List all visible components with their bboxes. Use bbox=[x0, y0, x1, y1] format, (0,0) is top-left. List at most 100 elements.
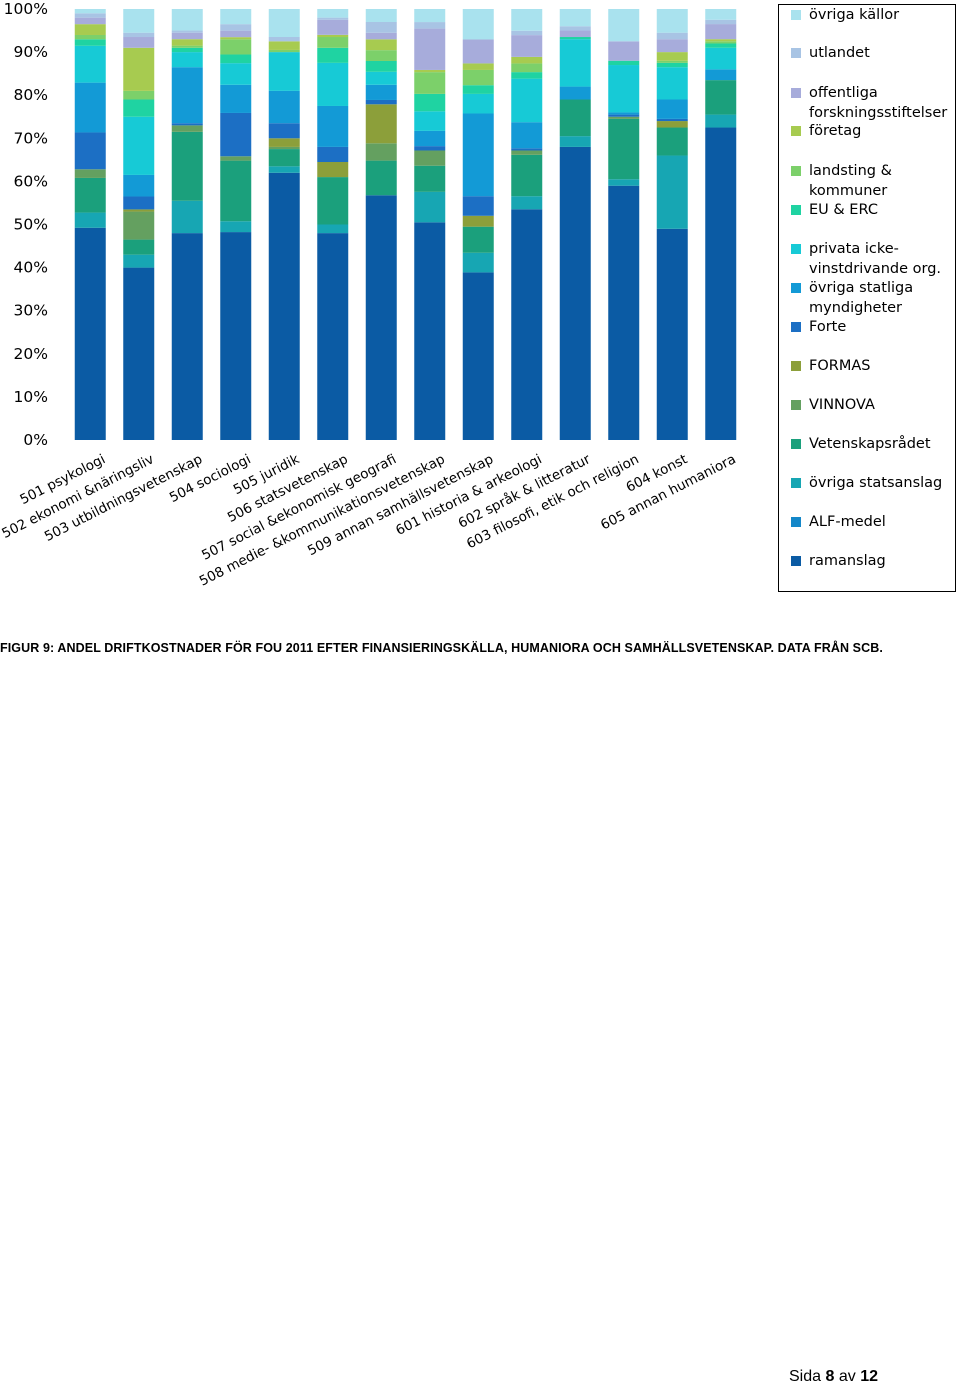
bar-segment bbox=[220, 160, 252, 222]
bar-segment bbox=[171, 9, 203, 31]
bar-segment bbox=[656, 52, 688, 61]
bar-segment bbox=[656, 228, 688, 440]
bar-segment bbox=[705, 80, 737, 115]
bar-segment bbox=[123, 174, 155, 197]
footer-prefix: Sida bbox=[789, 1368, 822, 1385]
bar-stack bbox=[705, 9, 737, 441]
y-tick-label: 10% bbox=[14, 388, 48, 406]
bar-segment bbox=[123, 239, 155, 255]
bar-stack bbox=[656, 9, 688, 440]
bar-segment bbox=[511, 63, 543, 73]
bar-segment bbox=[511, 209, 543, 440]
bar-segment bbox=[220, 156, 252, 161]
bar-segment bbox=[608, 60, 640, 66]
bar-segment bbox=[462, 69, 494, 86]
bar-segment bbox=[414, 111, 446, 131]
bar-segment bbox=[74, 34, 106, 40]
bar-segment bbox=[171, 52, 203, 68]
bar-segment bbox=[705, 127, 737, 441]
bar-segment bbox=[317, 162, 349, 178]
bar-segment bbox=[414, 28, 446, 70]
bar-segment bbox=[365, 60, 397, 72]
bar-segment bbox=[414, 146, 446, 151]
bar-segment bbox=[365, 143, 397, 161]
bar-segment bbox=[74, 13, 106, 18]
bar-segment bbox=[656, 62, 688, 68]
bar-segment bbox=[268, 123, 300, 139]
bar-segment bbox=[268, 172, 300, 440]
bar-segment bbox=[414, 69, 446, 73]
bar-segment bbox=[268, 52, 300, 91]
bar-segment bbox=[559, 86, 591, 100]
bar-segment bbox=[74, 169, 106, 178]
bar-segment bbox=[171, 39, 203, 46]
legend-swatch bbox=[791, 556, 801, 566]
legend-label: utlandet bbox=[809, 45, 870, 61]
bar-segment bbox=[317, 62, 349, 106]
legend-swatch bbox=[791, 478, 801, 488]
bar-segment bbox=[365, 104, 397, 144]
bar-segment bbox=[365, 71, 397, 85]
bar-segment bbox=[511, 196, 543, 210]
legend: övriga källor utlandet offentliga forsknin… bbox=[778, 4, 956, 592]
bar-segment bbox=[268, 146, 300, 150]
legend-label: Vetenskapsrådet bbox=[809, 436, 931, 452]
bar-segment bbox=[414, 130, 446, 147]
footer-page: 8 bbox=[825, 1368, 835, 1385]
legend-swatch bbox=[791, 283, 801, 293]
bar-segment bbox=[414, 93, 446, 112]
legend-label: ramanslag bbox=[809, 553, 886, 569]
bar-segment bbox=[171, 233, 203, 440]
legend-swatch bbox=[791, 244, 801, 254]
bar-segment bbox=[511, 122, 543, 149]
bar-segment bbox=[559, 37, 591, 40]
bar-segment bbox=[365, 39, 397, 51]
bar-segment bbox=[74, 177, 106, 213]
bar-segment bbox=[559, 39, 591, 87]
bar-segment bbox=[220, 30, 252, 38]
bar-segment bbox=[74, 82, 106, 133]
bar-segment bbox=[171, 47, 203, 53]
legend-label: övriga källor bbox=[809, 7, 900, 23]
legend-label: VINNOVA bbox=[809, 397, 875, 413]
bar-segment bbox=[317, 105, 349, 147]
y-tick-label: 40% bbox=[14, 259, 48, 277]
bar-segment bbox=[268, 166, 300, 173]
legend-label: EU & ERC bbox=[809, 202, 878, 218]
bar-segment bbox=[123, 47, 155, 91]
bars bbox=[74, 9, 737, 441]
legend-swatch bbox=[791, 88, 801, 98]
bar-segment bbox=[171, 32, 203, 40]
bar-stack bbox=[462, 9, 494, 440]
bar-segment bbox=[268, 41, 300, 50]
bar-segment bbox=[220, 221, 252, 233]
bar-segment bbox=[656, 39, 688, 53]
bar-segment bbox=[414, 222, 446, 440]
bar-stack bbox=[608, 9, 640, 440]
bar-segment bbox=[656, 121, 688, 128]
bar-segment bbox=[705, 19, 737, 25]
bar-segment bbox=[171, 30, 203, 33]
bar-stack bbox=[171, 9, 203, 440]
bar-segment bbox=[74, 132, 106, 170]
bar-segment bbox=[317, 47, 349, 63]
bar-stack bbox=[317, 9, 349, 440]
plot-frame bbox=[66, 9, 745, 440]
bar-segment bbox=[123, 211, 155, 240]
bar-segment bbox=[559, 146, 591, 441]
bar-segment bbox=[705, 69, 737, 81]
bar-segment bbox=[171, 45, 203, 48]
bar-segment bbox=[74, 24, 106, 35]
bar-segment bbox=[268, 90, 300, 124]
legend-swatch bbox=[791, 439, 801, 449]
bar-segment bbox=[268, 149, 300, 167]
legend-swatch bbox=[791, 517, 801, 527]
bar-segment bbox=[365, 9, 397, 22]
bar-segment bbox=[462, 63, 494, 70]
bar-segment bbox=[317, 224, 349, 234]
bar-segment bbox=[462, 85, 494, 94]
legend-label: offentliga forskningsstiftelser bbox=[809, 85, 948, 121]
bar-segment bbox=[74, 39, 106, 46]
page-footer: Sida 8 av 12 bbox=[789, 1368, 878, 1386]
bar-segment bbox=[462, 113, 494, 197]
